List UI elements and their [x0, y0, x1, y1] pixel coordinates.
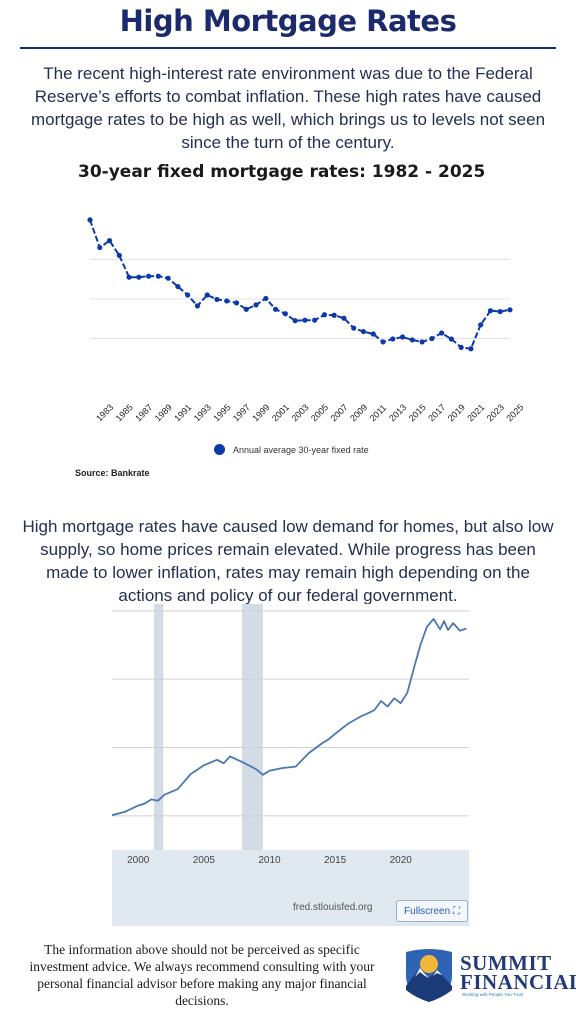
x-tick-label: 2023	[485, 402, 506, 423]
x-tick-label: 1995	[211, 402, 232, 423]
data-point	[97, 244, 103, 251]
data-point	[194, 303, 201, 309]
data-point	[351, 325, 357, 331]
data-point	[155, 273, 161, 279]
x-tick-label: 2010	[258, 855, 281, 866]
x-tick-label: 2005	[193, 855, 216, 866]
x-tick-label: 2021	[465, 402, 486, 423]
summit-financial-logo: SUMMIT FINANCIAL Working with People You…	[402, 946, 576, 1006]
legend-label: Annual average 30-year fixed rate	[233, 444, 369, 455]
x-tick-label: 1989	[153, 402, 174, 423]
data-point	[233, 300, 240, 306]
data-point	[419, 339, 425, 345]
data-point	[341, 315, 347, 321]
data-point	[429, 335, 435, 342]
data-point	[370, 331, 376, 337]
data-point	[302, 317, 308, 323]
x-tick-label: 2011	[368, 403, 389, 424]
x-tick-label: 2015	[324, 855, 347, 866]
x-tick-label: 2009	[348, 402, 369, 423]
x-tick-label: 1987	[133, 402, 154, 423]
home-price-chart: 2000 2005 2010 2015 2020	[112, 604, 469, 866]
chart-title: 30-year fixed mortgage rates: 1982 - 202…	[78, 162, 486, 182]
recession-band	[154, 604, 164, 850]
data-point	[87, 217, 93, 223]
fullscreen-button[interactable]: Fullscreen ⛶	[396, 900, 468, 922]
mortgage-rate-chart: 1983198519871989199119931995199719992001…	[87, 217, 526, 424]
data-point	[380, 339, 386, 345]
x-tick-label: 2013	[387, 402, 408, 423]
x-tick-label: 2001	[270, 402, 291, 423]
source-note: Source: Bankrate	[75, 468, 150, 478]
data-point	[243, 306, 249, 312]
data-point	[312, 317, 318, 323]
plot-area	[112, 604, 469, 850]
x-tick-label: 2025	[504, 402, 525, 423]
logo-wordmark: SUMMIT FINANCIAL	[460, 951, 576, 994]
data-point	[116, 252, 122, 259]
fred-chart-panel: 2000 2005 2010 2015 2020 fred.stlouisfed.org…	[112, 604, 469, 926]
recession-band	[241, 604, 263, 850]
logo-line2: FINANCIAL	[460, 970, 576, 994]
data-point	[272, 306, 279, 312]
chart-legend: Annual average 30-year fixed rate	[214, 444, 369, 455]
title-divider	[20, 47, 556, 49]
page-title: High Mortgage Rates	[119, 4, 457, 38]
x-tick-label: 2007	[329, 402, 350, 423]
x-tick-label: 2000	[127, 855, 150, 866]
data-point	[185, 292, 191, 298]
data-point	[214, 296, 220, 303]
x-tick-label: 1985	[114, 402, 135, 423]
logo-tagline: Working with People You Trust	[462, 992, 523, 997]
data-point	[146, 273, 152, 279]
data-point	[331, 312, 337, 318]
data-point	[507, 307, 513, 313]
data-point	[448, 336, 454, 342]
data-point	[165, 275, 171, 281]
index-series-line	[112, 618, 467, 817]
x-tick-label: 2005	[309, 402, 330, 423]
legend-marker	[214, 444, 225, 455]
x-tick-label: 2019	[446, 402, 467, 423]
x-tick-label: 1997	[231, 402, 252, 423]
x-tick-label: 1993	[192, 402, 213, 423]
x-tick-label: 1991	[172, 402, 193, 423]
data-point	[458, 344, 464, 350]
rate-series-line	[89, 219, 511, 350]
data-point	[497, 308, 503, 315]
data-point	[487, 308, 494, 314]
data-point	[175, 283, 181, 290]
data-point	[360, 328, 367, 335]
data-point	[106, 238, 113, 244]
data-point	[468, 346, 474, 352]
data-point	[399, 334, 406, 340]
logo-line1: SUMMIT	[460, 951, 552, 975]
data-point	[478, 322, 484, 328]
intro-paragraph: The recent high-interest rate environmen…	[30, 64, 546, 152]
data-point	[390, 336, 396, 342]
data-point	[282, 311, 288, 317]
x-tick-label: 2017	[426, 402, 447, 423]
data-point	[224, 298, 230, 304]
x-tick-label: 2003	[289, 402, 310, 423]
data-point	[136, 274, 142, 280]
mountain-shield-icon	[406, 949, 452, 1002]
data-point	[439, 330, 445, 336]
fred-source-link[interactable]: fred.stlouisfed.org	[293, 902, 373, 913]
data-point	[321, 312, 328, 318]
data-point	[204, 292, 210, 298]
disclaimer-text: The information above should not be perc…	[29, 942, 375, 1008]
data-point	[253, 302, 259, 308]
data-point	[126, 274, 132, 280]
second-paragraph: High mortgage rates have caused low dema…	[22, 517, 554, 605]
x-tick-label: 1983	[94, 402, 115, 423]
x-tick-label: 2015	[407, 402, 428, 423]
x-tick-label: 1999	[250, 402, 271, 423]
data-point	[409, 337, 415, 343]
x-tick-label: 2020	[390, 855, 413, 866]
data-point	[292, 318, 298, 324]
data-point	[263, 295, 269, 302]
